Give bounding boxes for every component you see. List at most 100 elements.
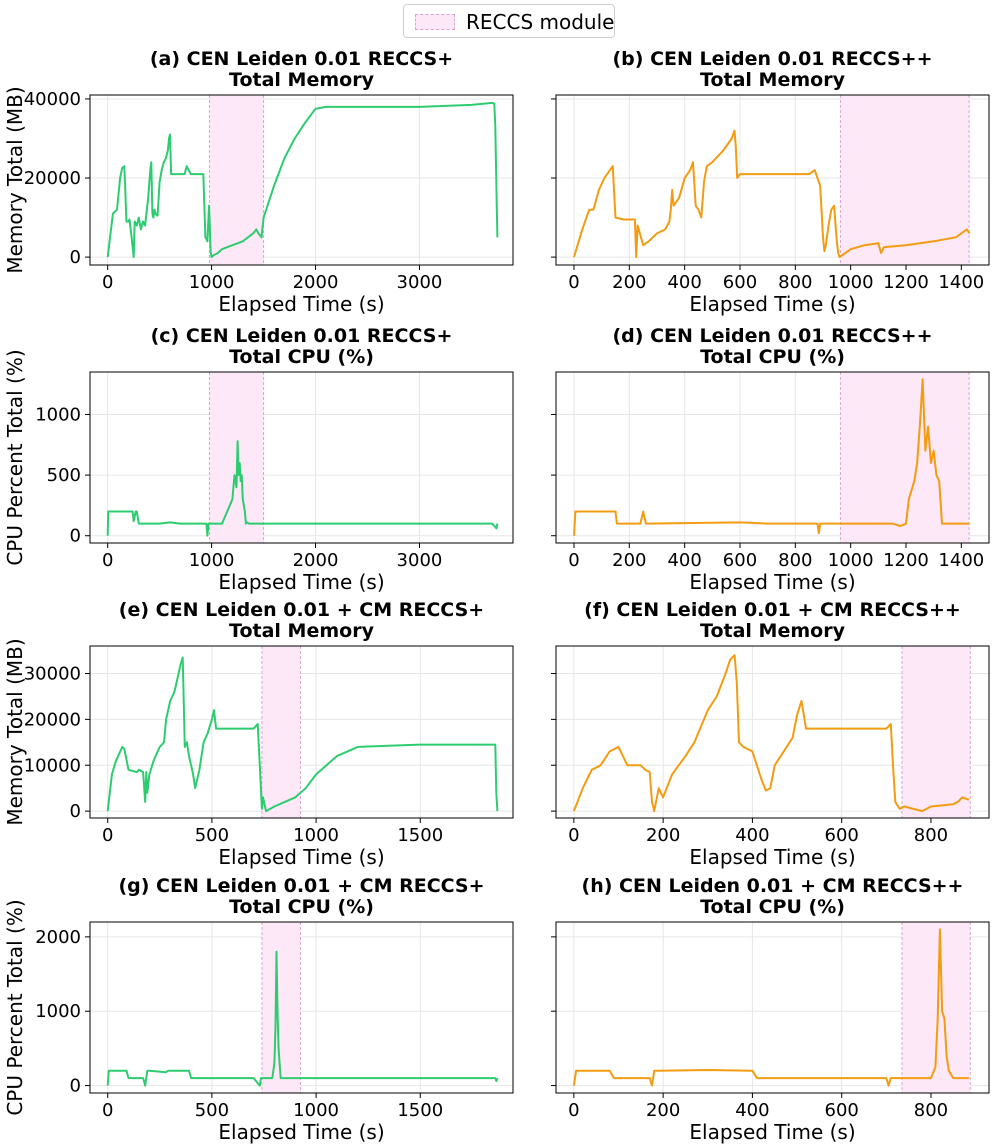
subplot-title: (g) CEN Leiden 0.01 + CM RECCS+ [118, 875, 484, 897]
axes-frame [555, 921, 990, 1094]
reccs-module-region [840, 372, 970, 543]
y-tick-label: 1000 [35, 404, 81, 425]
axes-frame [89, 94, 514, 266]
x-tick-label: 400 [667, 550, 701, 571]
subplot-title: Total CPU (%) [229, 896, 374, 918]
series-line-d [573, 378, 970, 536]
subplot-d: 0 200 400 600 800 1000 1200 1400 Elapsed Time (s… [551, 325, 990, 594]
reccs-module-region [901, 646, 971, 818]
subplot-a: 0 1000 2000 3000 0 20000 40000 Elapsed Time (s)… [3, 48, 514, 316]
x-tick-label: 0 [568, 550, 579, 571]
x-tick-label: 1000 [828, 272, 874, 293]
x-tick-label: 0 [102, 825, 113, 846]
y-tick-label: 0 [70, 801, 81, 822]
y-tick-label: 2000 [35, 927, 81, 948]
y-tick-label: 0 [70, 526, 81, 547]
x-tick-label: 800 [778, 550, 812, 571]
y-tick-label: 0 [70, 1076, 81, 1097]
x-tick-label: 1200 [883, 272, 929, 293]
subplot-title: Total CPU (%) [700, 896, 845, 918]
y-tick-label: 40000 [24, 89, 81, 110]
subplot-title: (d) CEN Leiden 0.01 RECCS++ [612, 325, 932, 347]
reccs-module-region [261, 922, 301, 1093]
x-tick-label: 1000 [293, 825, 339, 846]
axes-frame [89, 371, 514, 544]
x-tick-label: 1200 [883, 550, 929, 571]
subplot-title: (b) CEN Leiden 0.01 RECCS++ [612, 48, 932, 70]
x-tick-label: 500 [195, 825, 229, 846]
y-tick-label: 1000 [35, 1001, 81, 1022]
subplot-title: Total Memory [229, 69, 375, 91]
series-line-c [106, 440, 499, 537]
x-axis-label: Elapsed Time (s) [689, 845, 855, 869]
subplot-title: Total CPU (%) [700, 346, 845, 368]
subplot-title: (e) CEN Leiden 0.01 + CM RECCS+ [119, 599, 484, 621]
subplot-g: 0 500 1000 1500 0 1000 2000 Elapsed Time (s) CPU… [3, 875, 514, 1144]
axes-frame [555, 371, 990, 544]
x-tick-label: 0 [568, 272, 579, 293]
legend-label: RECCS module [466, 10, 615, 34]
x-axis-label: Elapsed Time (s) [689, 1120, 855, 1144]
y-tick-label: 30000 [24, 664, 81, 685]
x-tick-label: 3000 [397, 272, 443, 293]
x-axis-label: Elapsed Time (s) [689, 570, 855, 594]
x-axis-label: Elapsed Time (s) [218, 845, 384, 869]
subplot-b: 0 200 400 600 800 1000 1200 1400 Elapsed Time (s… [551, 48, 990, 316]
y-tick-label: 20000 [24, 168, 81, 189]
y-tick-label: 10000 [24, 755, 81, 776]
x-tick-label: 1500 [397, 1100, 443, 1121]
series-line-h [572, 928, 969, 1087]
x-tick-label: 600 [723, 272, 757, 293]
x-tick-label: 500 [195, 1100, 229, 1121]
x-tick-label: 2000 [293, 550, 339, 571]
subplot-title: Total CPU (%) [229, 346, 374, 368]
axes-frame [89, 645, 514, 819]
x-tick-label: 0 [102, 550, 113, 571]
legend: RECCS module [403, 4, 615, 38]
reccs-module-region [209, 95, 264, 265]
series-line-e [106, 656, 499, 813]
x-tick-label: 2000 [293, 272, 339, 293]
x-tick-label: 1000 [828, 550, 874, 571]
axes-frame [555, 645, 990, 819]
x-tick-label: 200 [646, 1100, 680, 1121]
y-tick-label: 0 [70, 247, 81, 268]
x-tick-label: 0 [568, 825, 579, 846]
reccs-module-region [261, 646, 301, 818]
subplot-title: Total Memory [229, 620, 375, 642]
x-tick-label: 3000 [397, 550, 443, 571]
series-line-a [106, 101, 499, 259]
subplot-title: (c) CEN Leiden 0.01 RECCS+ [151, 325, 453, 347]
x-tick-label: 200 [646, 825, 680, 846]
x-tick-label: 0 [102, 272, 113, 293]
subplot-title: (h) CEN Leiden 0.01 + CM RECCS++ [582, 875, 964, 897]
y-axis-label: CPU Percent Total (%) [3, 349, 27, 565]
x-tick-label: 400 [735, 1100, 769, 1121]
x-tick-label: 1400 [938, 272, 984, 293]
x-tick-label: 1400 [938, 550, 984, 571]
x-tick-label: 1000 [189, 272, 235, 293]
series-line-f [572, 654, 970, 813]
axes-frame [89, 921, 514, 1094]
x-tick-label: 200 [612, 272, 646, 293]
subplot-title: (f) CEN Leiden 0.01 + CM RECCS++ [584, 599, 961, 621]
x-tick-label: 400 [667, 272, 701, 293]
y-tick-label: 20000 [24, 709, 81, 730]
y-axis-label: Memory Total (MB) [3, 638, 27, 825]
x-tick-label: 600 [723, 550, 757, 571]
subplot-title: Total Memory [700, 620, 846, 642]
reccs-module-region [840, 95, 970, 265]
x-tick-label: 600 [825, 1100, 859, 1121]
subplot-title: (a) CEN Leiden 0.01 RECCS+ [150, 48, 453, 70]
y-tick-label: 500 [47, 465, 81, 486]
x-tick-label: 1500 [397, 825, 443, 846]
series-line-b [573, 129, 971, 259]
x-tick-label: 800 [914, 1100, 948, 1121]
x-tick-label: 0 [102, 1100, 113, 1121]
series-line-g [106, 950, 499, 1087]
y-axis-label: CPU Percent Total (%) [3, 899, 27, 1115]
x-tick-label: 600 [825, 825, 859, 846]
x-axis-label: Elapsed Time (s) [218, 292, 384, 316]
